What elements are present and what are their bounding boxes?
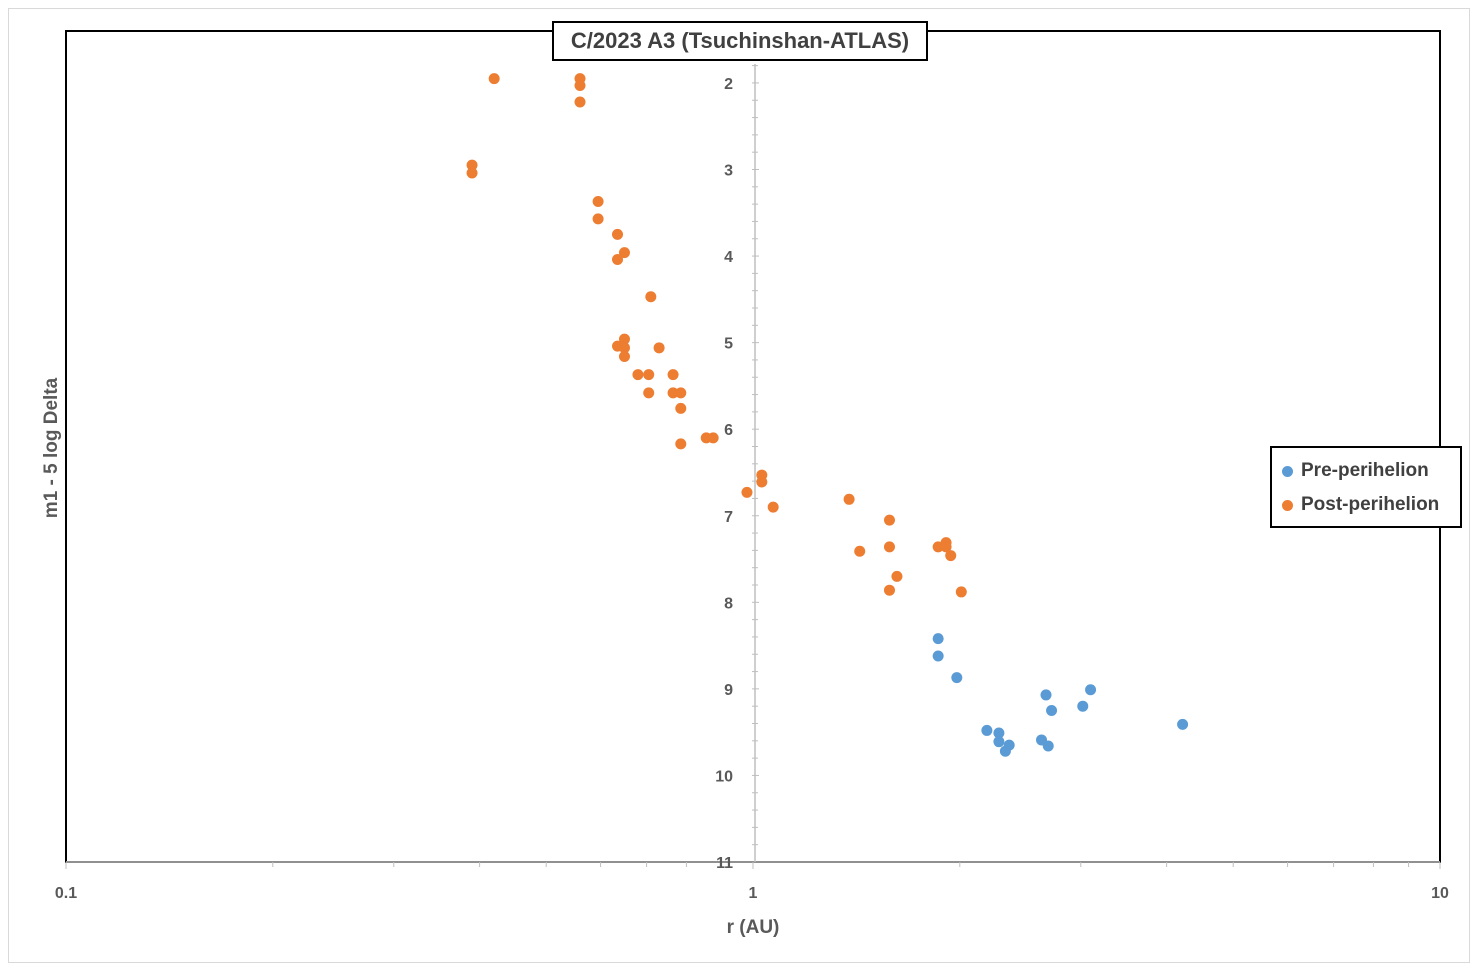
legend-item-pre-perihelion: Pre-perihelion — [1282, 454, 1460, 488]
data-point-post-perihelion — [574, 96, 586, 108]
data-point-post-perihelion — [653, 342, 665, 354]
data-point-pre-perihelion — [993, 736, 1005, 748]
y-tick-label: 11 — [716, 855, 733, 872]
data-point-post-perihelion — [592, 213, 604, 225]
data-point-post-perihelion — [667, 387, 679, 399]
data-point-post-perihelion — [488, 73, 500, 85]
data-point-post-perihelion — [632, 369, 644, 381]
data-point-post-perihelion — [574, 80, 586, 92]
data-point-pre-perihelion — [932, 633, 944, 645]
data-point-post-perihelion — [618, 247, 630, 259]
data-point-post-perihelion — [643, 369, 655, 381]
data-point-post-perihelion — [883, 584, 895, 596]
data-point-post-perihelion — [618, 333, 630, 345]
data-point-pre-perihelion — [1046, 705, 1058, 717]
data-point-post-perihelion — [667, 369, 679, 381]
data-point-pre-perihelion — [993, 727, 1005, 739]
x-tick-label: 10 — [1431, 885, 1449, 902]
data-point-post-perihelion — [466, 167, 478, 179]
y-tick-label: 9 — [724, 682, 733, 699]
legend-label-post-perihelion: Post-perihelion — [1301, 494, 1440, 515]
data-point-post-perihelion — [883, 514, 895, 526]
x-tick-label: 0.1 — [55, 885, 77, 902]
data-point-pre-perihelion — [1177, 718, 1189, 730]
data-point-pre-perihelion — [1040, 689, 1052, 701]
data-point-post-perihelion — [643, 387, 655, 399]
data-point-post-perihelion — [675, 438, 687, 450]
data-point-post-perihelion — [618, 350, 630, 362]
data-point-pre-perihelion — [1085, 684, 1097, 696]
y-tick-label: 10 — [715, 768, 733, 785]
data-point-post-perihelion — [675, 402, 687, 414]
data-point-pre-perihelion — [951, 672, 963, 684]
data-point-post-perihelion — [940, 541, 952, 553]
legend-marker-post-perihelion — [1282, 499, 1293, 511]
data-point-post-perihelion — [767, 501, 779, 513]
data-point-post-perihelion — [618, 342, 630, 354]
chart-title: C/2023 A3 (Tsuchinshan-ATLAS) — [552, 21, 928, 61]
legend-label-pre-perihelion: Pre-perihelion — [1301, 460, 1429, 481]
chart-frame — [8, 8, 1470, 963]
data-point-post-perihelion — [945, 550, 957, 562]
y-tick-label: 4 — [724, 249, 733, 266]
data-point-pre-perihelion — [1077, 700, 1089, 712]
y-tick-label: 8 — [724, 595, 733, 612]
data-point-pre-perihelion — [932, 650, 944, 662]
data-point-post-perihelion — [891, 570, 903, 582]
data-point-post-perihelion — [645, 291, 657, 303]
y-tick-label: 7 — [724, 509, 733, 526]
y-tick-label: 2 — [724, 76, 733, 93]
data-point-post-perihelion — [843, 493, 855, 505]
legend-item-post-perihelion: Post-perihelion — [1282, 488, 1460, 522]
data-point-post-perihelion — [612, 228, 624, 240]
x-axis-title: r (AU) — [727, 917, 780, 938]
data-point-post-perihelion — [612, 254, 624, 266]
y-tick-label: 6 — [724, 422, 733, 439]
y-tick-label: 5 — [724, 336, 733, 353]
plot-layer: 0.1 1 10 2 3 4 5 6 7 8 9 10 11 — [55, 30, 1449, 902]
data-point-post-perihelion — [741, 486, 753, 498]
x-tick-label: 1 — [749, 885, 758, 902]
data-point-post-perihelion — [675, 387, 687, 399]
y-tick-label: 3 — [724, 163, 733, 180]
data-point-post-perihelion — [955, 586, 967, 598]
data-point-post-perihelion — [883, 541, 895, 553]
legend-marker-pre-perihelion — [1282, 465, 1293, 477]
data-point-post-perihelion — [854, 545, 866, 557]
data-point-post-perihelion — [707, 432, 719, 444]
y-axis-title: m1 - 5 log Delta — [41, 377, 62, 518]
data-point-pre-perihelion — [1042, 740, 1054, 752]
data-point-post-perihelion — [466, 159, 478, 171]
data-point-pre-perihelion — [981, 724, 993, 736]
data-point-post-perihelion — [756, 476, 768, 488]
data-point-post-perihelion — [592, 196, 604, 208]
data-point-pre-perihelion — [1003, 739, 1015, 751]
legend: Pre-perihelion Post-perihelion — [1270, 446, 1462, 528]
